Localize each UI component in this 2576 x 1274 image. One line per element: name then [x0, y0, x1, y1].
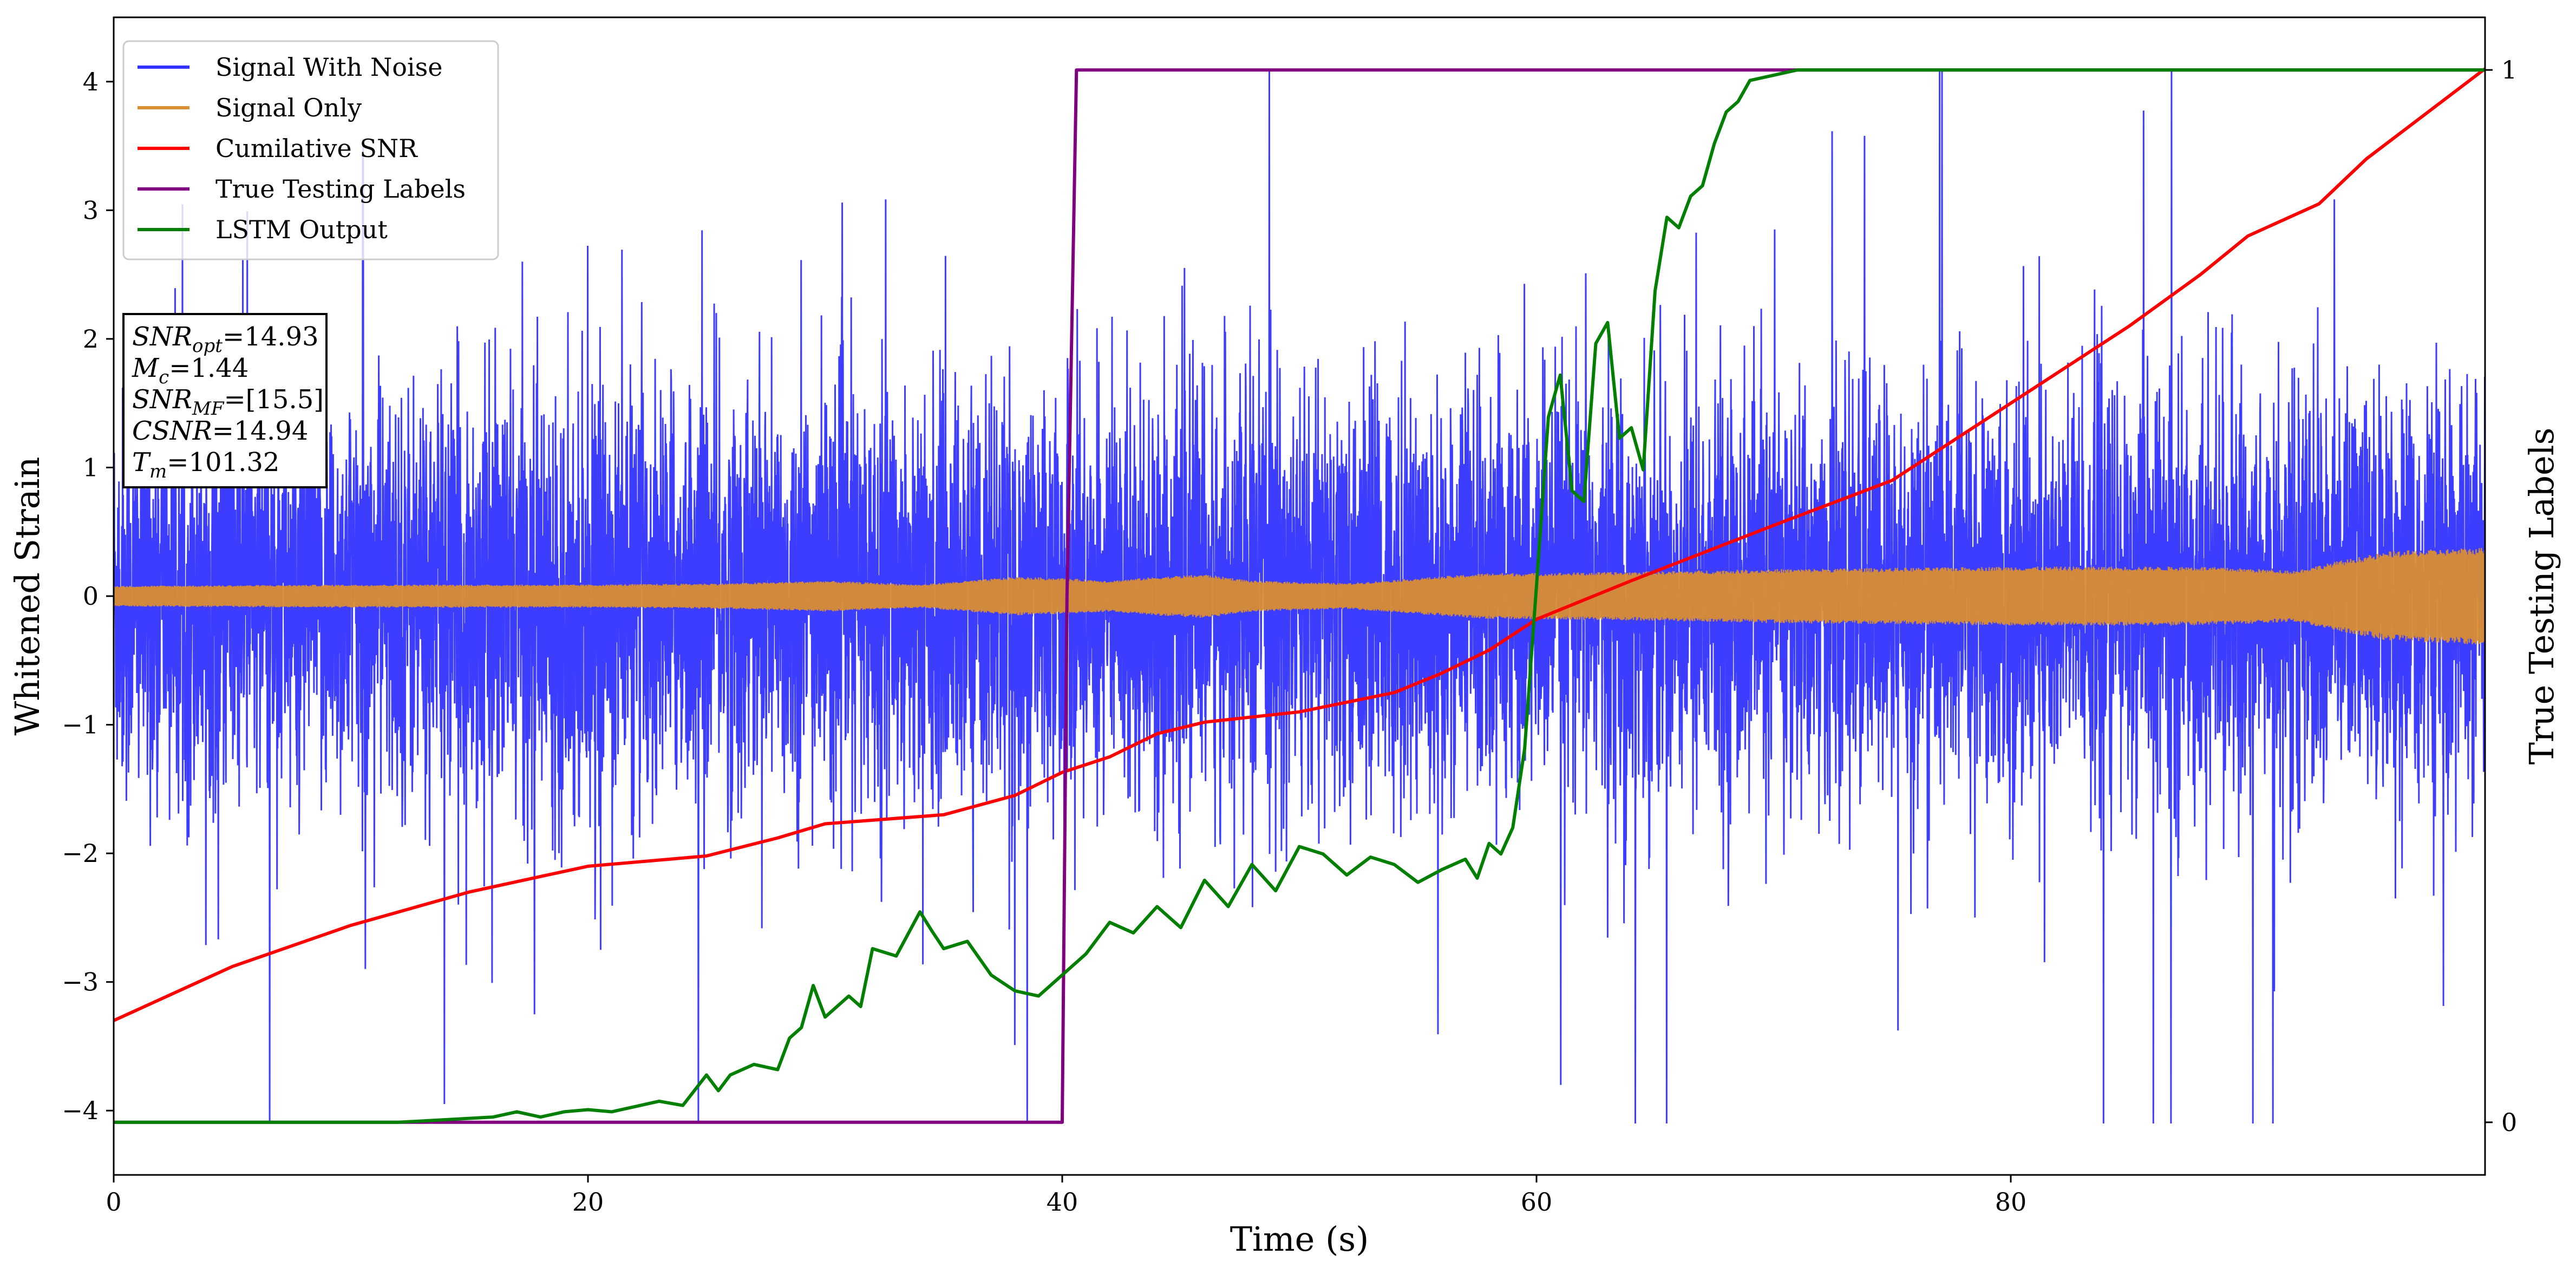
legend-label-lstm-output: LSTM Output [215, 215, 388, 244]
x-tick-label: 80 [1995, 1187, 2027, 1217]
info-box-frame [122, 313, 328, 488]
series-lstm-output-line [114, 68, 2485, 1124]
y-tick-label: 2 [83, 324, 99, 354]
info-line-t: Tm=101.32 [132, 447, 279, 482]
y2-tick-label: 1 [2501, 55, 2517, 84]
x-tick-label: 20 [572, 1187, 604, 1217]
y-tick-label: −3 [62, 968, 99, 997]
series-cumilative-snr [114, 67, 2485, 1022]
info-line-snr: SNRMF=[15.5] [132, 384, 324, 420]
info-line-m: Mc=1.44 [132, 353, 249, 388]
x-tick-label: 0 [106, 1187, 121, 1217]
series-lstm-output [114, 68, 2485, 1124]
x-tick-label: 60 [1521, 1187, 1553, 1217]
x-tick-label: 40 [1047, 1187, 1078, 1217]
legend: Signal With Noise Signal Only Cumilative S… [122, 40, 499, 260]
y2-axis-title: True Testing Labels [2522, 428, 2561, 765]
y-tick-label: −4 [62, 1096, 99, 1125]
y-tick-label: 1 [83, 453, 99, 482]
legend-label-true-testing-labels: True Testing Labels [215, 174, 466, 204]
series-signal-only [114, 547, 2485, 644]
info-line-snr: SNRopt=14.93 [132, 322, 319, 357]
info-line-csnr: CSNR=14.94 [132, 416, 308, 446]
legend-box [122, 40, 499, 260]
info-box: SNRopt=14.93Mc=1.44SNRMF=[15.5]CSNR=14.9… [122, 313, 328, 488]
x-axis-title: Time (s) [1230, 1219, 1369, 1259]
y2-tick-label: 0 [2501, 1108, 2517, 1137]
y-tick-label: 3 [83, 195, 99, 225]
legend-label-signal-only: Signal Only [215, 93, 362, 122]
legend-label-signal-with-noise: Signal With Noise [215, 53, 442, 82]
plot-area [114, 67, 2485, 1124]
y-axis-title: Whitened Strain [8, 457, 47, 736]
y-tick-label: −2 [62, 839, 99, 868]
y-tick-label: −1 [62, 710, 99, 740]
y-tick-label: 0 [83, 582, 99, 611]
legend-label-cumilative-snr: Cumilative SNR [215, 134, 418, 163]
y-tick-label: 4 [83, 67, 99, 96]
